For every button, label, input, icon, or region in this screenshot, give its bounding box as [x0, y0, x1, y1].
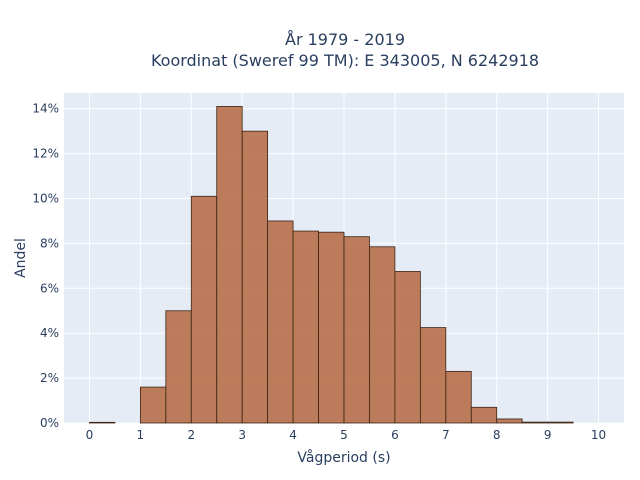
chart-title-line1: År 1979 - 2019 [285, 30, 405, 49]
x-tick-label: 2 [187, 428, 195, 442]
histogram-bar-6-6.5 [394, 271, 421, 424]
y-axis-title: Andel [13, 238, 29, 278]
x-tick-label: 5 [340, 428, 348, 442]
x-tick-label: 7 [442, 428, 450, 442]
histogram-bar-7-7.5 [445, 370, 472, 424]
y-tick-label: 10% [32, 192, 59, 206]
histogram-bar-5.5-6 [369, 246, 396, 424]
x-tick-label: 0 [86, 428, 94, 442]
chart-title-line2: Koordinat (Sweref 99 TM): E 343005, N 62… [151, 51, 539, 70]
histogram-bar-5-5.5 [343, 236, 370, 424]
y-tick-label: 2% [40, 371, 59, 385]
y-tick-label: 14% [32, 102, 59, 116]
histogram-bar-1.5-2 [165, 310, 192, 424]
y-tick-label: 4% [40, 326, 59, 340]
histogram-bar-9-9.5 [547, 421, 574, 424]
x-axis-title: Vågperiod (s) [297, 449, 390, 466]
histogram-bar-1-1.5 [139, 386, 167, 424]
y-tick-label: 0% [40, 416, 59, 430]
histogram-bar-4-4.5 [292, 230, 319, 424]
x-tick-label: 10 [591, 428, 606, 442]
x-tick-labels: 0 1 2 3 4 5 6 7 8 9 10 [86, 428, 607, 442]
histogram-bar-0-0.5 [89, 421, 116, 424]
x-tick-label: 8 [493, 428, 501, 442]
x-tick-label: 4 [289, 428, 297, 442]
x-tick-label: 1 [137, 428, 145, 442]
y-tick-label: 12% [32, 147, 59, 161]
y-tick-label: 8% [40, 236, 59, 250]
histogram-bar-3.5-4 [267, 220, 294, 424]
histogram-bar-8.5-9 [521, 421, 549, 424]
histogram-bar-8-8.5 [496, 418, 523, 424]
histogram-bar-3-3.5 [241, 130, 269, 424]
x-tick-label: 3 [238, 428, 246, 442]
y-tick-label: 6% [40, 281, 59, 295]
x-tick-label: 6 [391, 428, 399, 442]
histogram-bar-2.5-3 [216, 106, 243, 424]
histogram-bar-7.5-8 [470, 406, 498, 424]
x-tick-label: 9 [544, 428, 552, 442]
y-tick-labels: 0% 2% 4% 6% 8% 10% 12% 14% [32, 102, 59, 430]
histogram-bar-4.5-5 [318, 231, 345, 424]
histogram-bar-2-2.5 [190, 195, 218, 424]
histogram-bar-6.5-7 [419, 327, 447, 424]
bars [89, 106, 574, 424]
